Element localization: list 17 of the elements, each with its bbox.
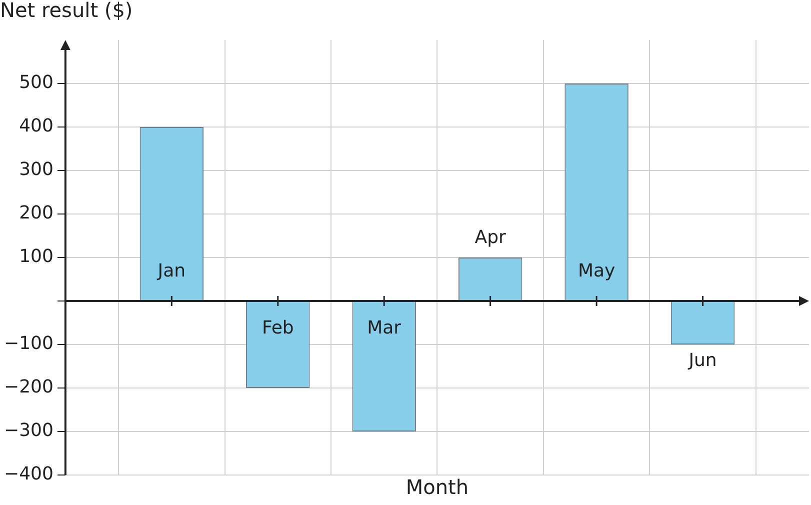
x-tick-label: Jun bbox=[688, 350, 717, 372]
x-tick-label: May bbox=[578, 260, 616, 282]
y-tick-label: −100 bbox=[4, 333, 54, 354]
y-tick-label: −300 bbox=[4, 420, 54, 442]
y-tick-label: 500 bbox=[19, 72, 54, 94]
y-tick-label: −400 bbox=[4, 464, 54, 485]
y-tick-label: 200 bbox=[19, 202, 54, 224]
y-tick-label: 400 bbox=[19, 116, 54, 137]
x-tick-label: Mar bbox=[367, 318, 402, 339]
x-axis-title: Month bbox=[406, 475, 469, 500]
x-tick-label: Apr bbox=[474, 227, 506, 248]
y-tick-label: 300 bbox=[19, 159, 54, 180]
y-tick-label: −200 bbox=[4, 376, 54, 398]
y-axis-title: Net result ($) bbox=[0, 0, 133, 22]
y-tick-label: 100 bbox=[19, 246, 54, 268]
x-tick-label: Jan bbox=[156, 260, 186, 282]
x-tick-label: Feb bbox=[262, 318, 294, 339]
